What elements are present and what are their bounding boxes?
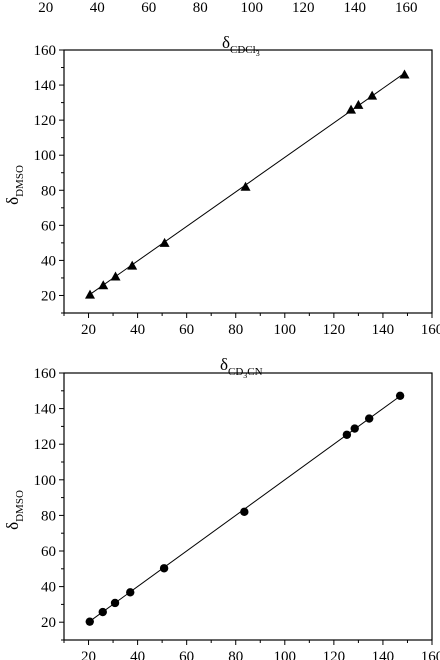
y-tick-label: 160 bbox=[34, 366, 57, 382]
y-tick-label: 80 bbox=[41, 183, 56, 199]
top-axis-tick-label: 120 bbox=[292, 0, 315, 16]
data-point-triangle bbox=[85, 289, 96, 299]
data-point-circle bbox=[159, 564, 169, 573]
data-point-triangle bbox=[353, 99, 364, 109]
y-tick-label: 40 bbox=[41, 580, 56, 596]
x-tick-label: 100 bbox=[274, 649, 297, 660]
chart-0-xlabel: δCDCl3 bbox=[222, 33, 260, 58]
top-axis-tick-label: 140 bbox=[344, 0, 367, 16]
y-tick-label: 140 bbox=[34, 402, 57, 418]
chart-1-xlabel: δCD3CN bbox=[220, 355, 263, 380]
data-point-circle bbox=[350, 424, 359, 433]
data-point-circle bbox=[85, 617, 94, 626]
data-point-triangle bbox=[346, 104, 357, 114]
y-tick-label: 120 bbox=[34, 113, 57, 129]
y-tick-label: 40 bbox=[41, 253, 56, 269]
top-axis-partial: 20 40 60 80 100 120 140 160 bbox=[38, 0, 417, 16]
top-axis-tick-label: 80 bbox=[193, 0, 208, 16]
data-point-triangle bbox=[240, 181, 251, 191]
y-tick-label: 20 bbox=[41, 615, 56, 631]
top-axis-tick-label: 100 bbox=[241, 0, 264, 16]
top-axis-tick-label: 160 bbox=[395, 0, 418, 16]
data-point-triangle bbox=[399, 69, 410, 79]
chart-cd3cn-vs-dmso: δCD3CN δDMSO 20 40 60 80 100 120 140 160 20 40 60 8… bbox=[3, 355, 440, 660]
x-tick-label: 20 bbox=[81, 649, 96, 660]
data-point-circle bbox=[240, 507, 249, 517]
chart-0-frame bbox=[63, 49, 433, 314]
y-tick-label: 20 bbox=[41, 288, 56, 304]
y-tick-label: 100 bbox=[34, 148, 57, 164]
y-tick-label: 140 bbox=[34, 78, 57, 94]
y-tick-label: 60 bbox=[41, 544, 56, 560]
data-point-triangle bbox=[159, 237, 170, 247]
data-point-circle bbox=[126, 588, 135, 597]
chart-cdcl3-vs-dmso: δCDCl3 δDMSO 20 40 60 80 100 120 140 160 20 40 60 8… bbox=[3, 33, 440, 338]
x-tick-label: 60 bbox=[179, 322, 194, 338]
x-tick-label: 100 bbox=[274, 322, 297, 338]
y-tick-label: 60 bbox=[41, 218, 56, 234]
chart-1-frame bbox=[63, 372, 433, 641]
data-point-triangle bbox=[367, 90, 378, 100]
x-tick-label: 40 bbox=[130, 649, 145, 660]
y-tick-label: 80 bbox=[41, 508, 56, 524]
data-point-triangle bbox=[98, 280, 109, 290]
y-tick-label: 120 bbox=[34, 437, 57, 453]
data-point-circle bbox=[395, 391, 405, 400]
chart-0-ylabel: δDMSO bbox=[3, 165, 26, 205]
x-tick-label: 40 bbox=[130, 322, 145, 338]
x-tick-label: 20 bbox=[81, 322, 96, 338]
y-tick-label: 100 bbox=[34, 473, 57, 489]
x-tick-label: 80 bbox=[228, 649, 243, 660]
data-point-circle bbox=[110, 598, 120, 608]
top-axis-tick-label: 60 bbox=[141, 0, 156, 16]
x-tick-label: 140 bbox=[372, 649, 395, 660]
data-point-triangle bbox=[127, 260, 138, 270]
x-tick-label: 160 bbox=[421, 649, 440, 660]
chart-1-ylabel: δDMSO bbox=[3, 490, 26, 530]
x-tick-label: 120 bbox=[323, 322, 346, 338]
x-tick-label: 80 bbox=[228, 322, 243, 338]
data-point-circle bbox=[342, 430, 352, 439]
x-tick-label: 140 bbox=[372, 322, 395, 338]
data-point-circle bbox=[98, 607, 107, 617]
x-tick-label: 120 bbox=[323, 649, 346, 660]
x-tick-label: 60 bbox=[179, 649, 194, 660]
top-axis-tick-label: 20 bbox=[38, 0, 53, 16]
data-point-triangle bbox=[110, 271, 121, 281]
top-axis-tick-label: 40 bbox=[90, 0, 105, 16]
x-tick-label: 160 bbox=[421, 322, 440, 338]
data-point-circle bbox=[364, 414, 374, 423]
y-tick-label: 160 bbox=[34, 43, 57, 59]
